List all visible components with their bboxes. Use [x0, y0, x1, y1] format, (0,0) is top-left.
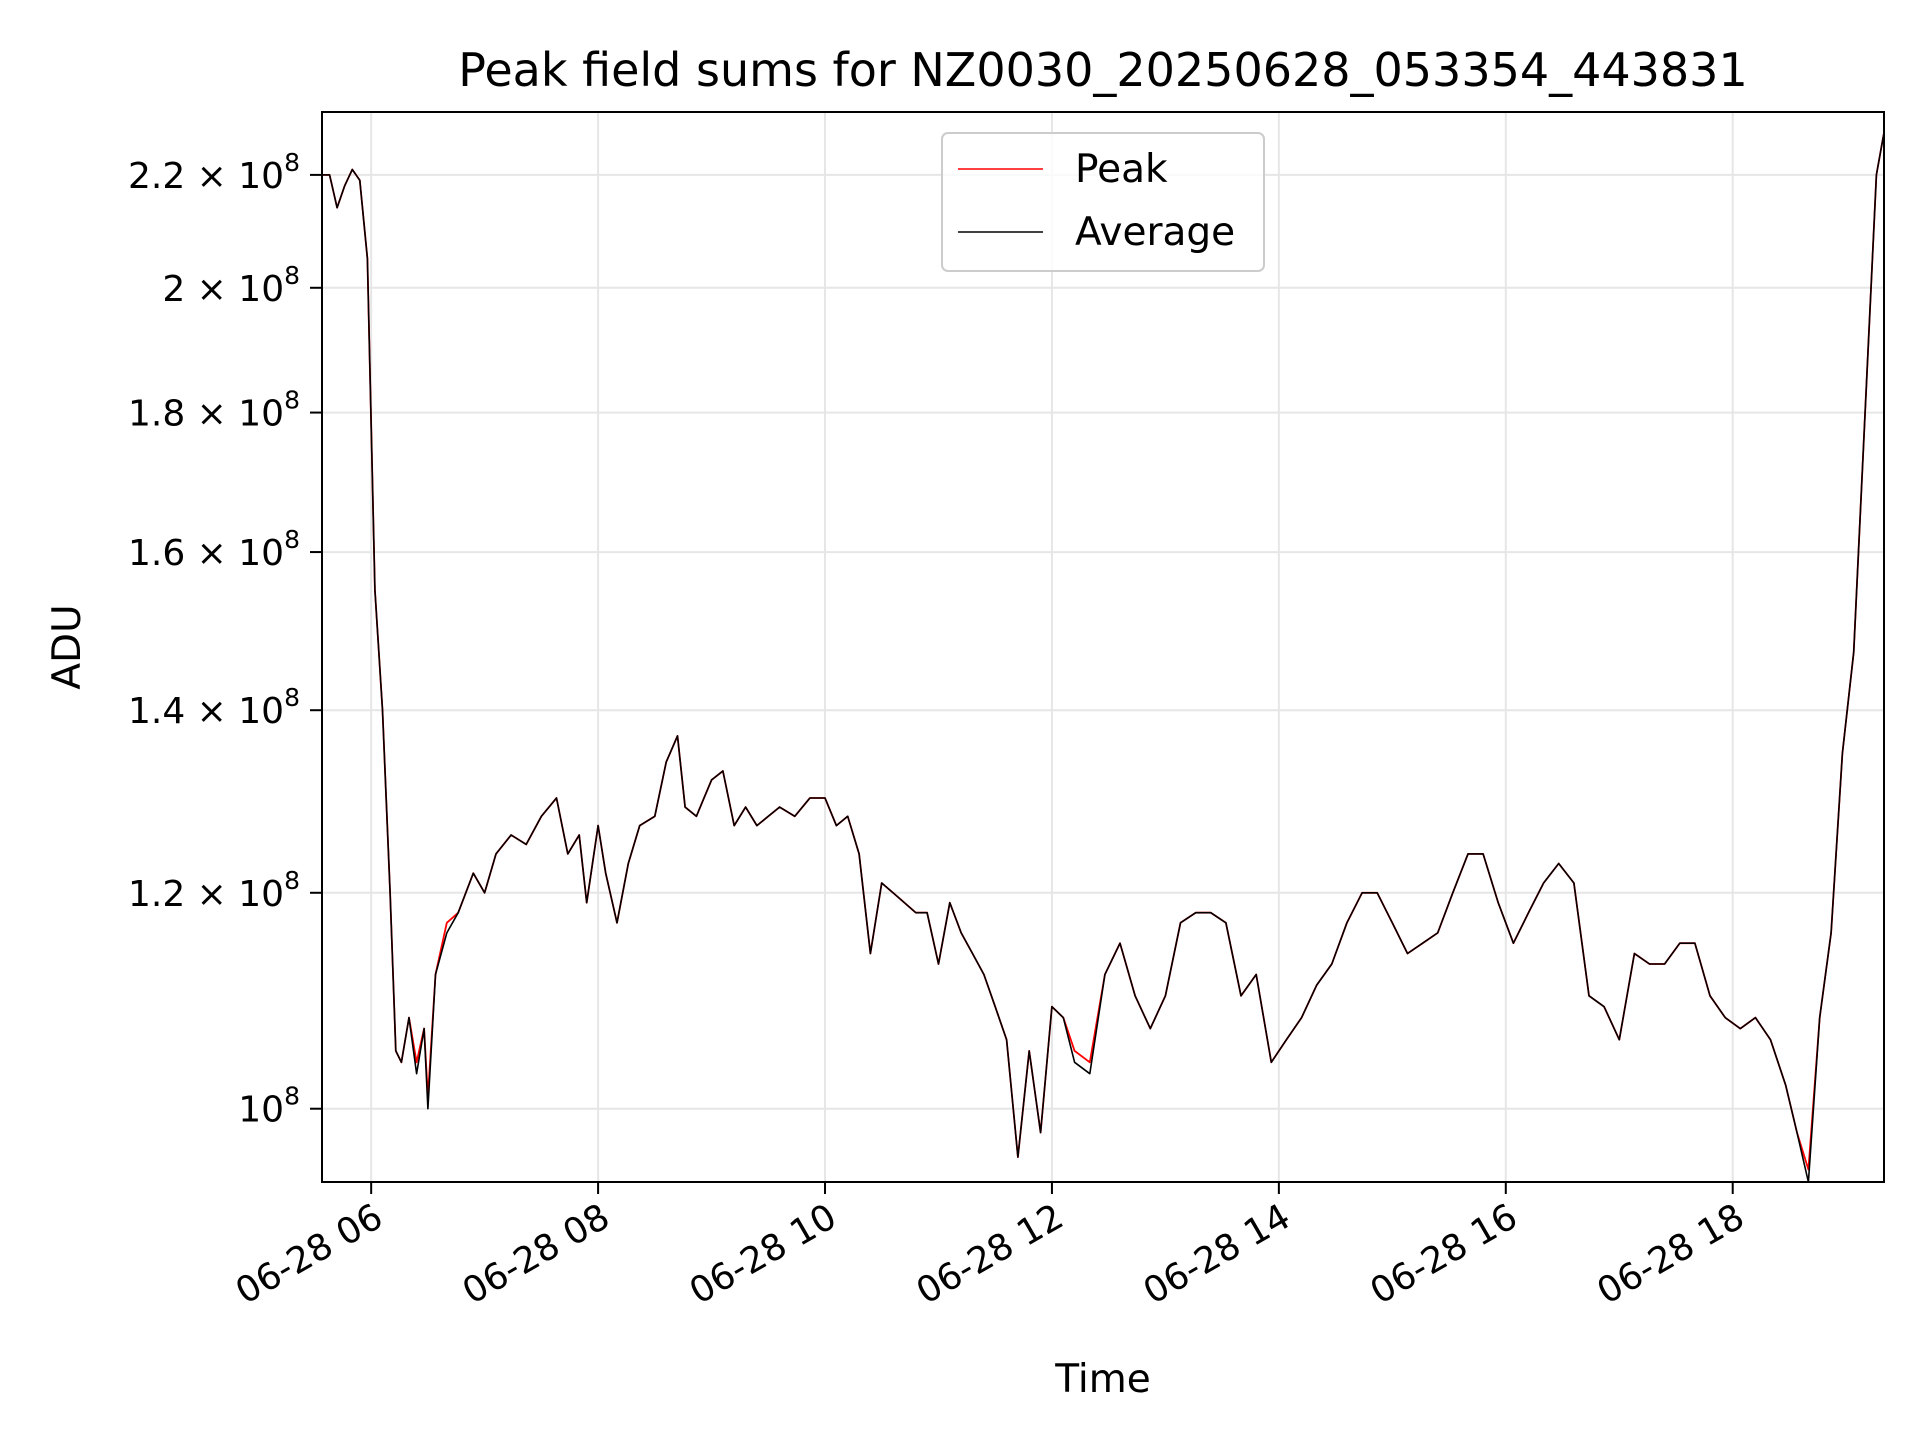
x-tick-label: 06-28 14 [1137, 1196, 1298, 1312]
grid-layer [322, 112, 1884, 1182]
legend: Peak Average [941, 132, 1265, 272]
y-tick-label: 1.6 × 108 [128, 525, 300, 574]
x-tick-label: 06-28 10 [683, 1196, 844, 1312]
series-layer [322, 132, 1885, 1183]
x-tick-label: 06-28 08 [456, 1196, 617, 1312]
y-tick-label: 2 × 108 [162, 261, 300, 310]
legend-box [941, 132, 1265, 272]
plot-frame [321, 111, 1885, 1183]
x-axis-label: Time [1054, 1357, 1150, 1402]
y-tick-label: 2.2 × 108 [128, 148, 300, 197]
chart-title: Peak field sums for NZ0030_20250628_0533… [458, 43, 1747, 97]
y-tick-label: 1.2 × 108 [128, 866, 300, 915]
legend-average-label: Average [1075, 210, 1235, 255]
x-tick-label: 06-28 16 [1364, 1196, 1525, 1312]
y-tick-label: 108 [238, 1082, 300, 1131]
legend-peak-label: Peak [1075, 147, 1168, 192]
y-axis-label: ADU [45, 604, 90, 689]
y-tick-label: 1.8 × 108 [128, 386, 300, 435]
y-tick-label: 1.4 × 108 [128, 683, 300, 732]
x-tick-label: 06-28 06 [229, 1196, 390, 1312]
x-tick-label: 06-28 18 [1591, 1196, 1752, 1312]
series-line-average [322, 132, 1885, 1183]
x-tick-label: 06-28 12 [910, 1196, 1071, 1312]
